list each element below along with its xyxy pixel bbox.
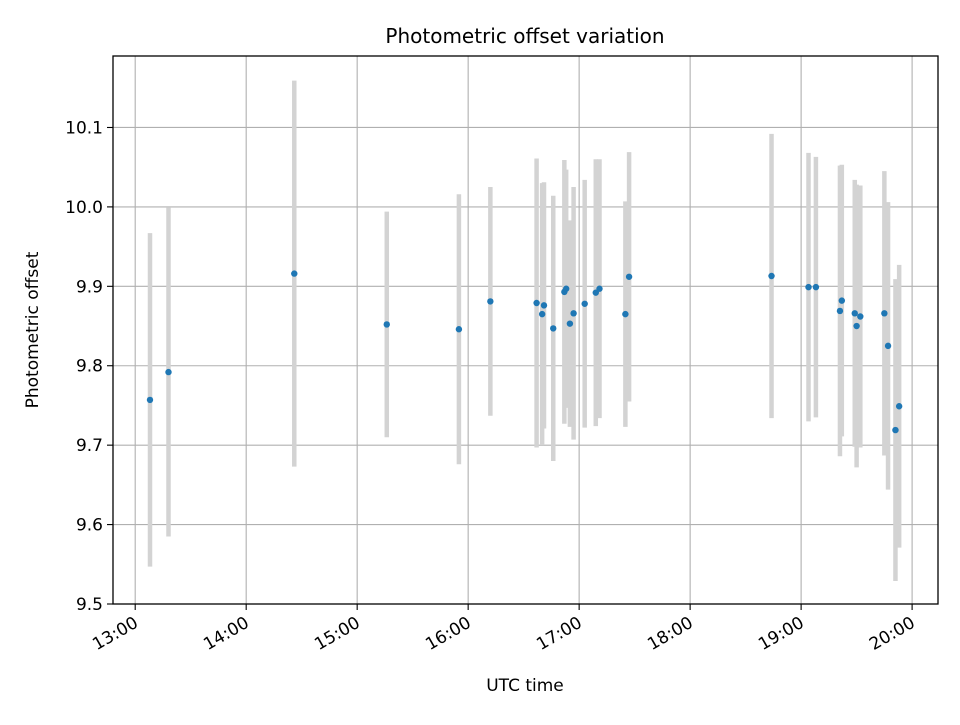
data-point [853,322,860,330]
data-point [291,270,298,277]
data-point [570,310,577,317]
data-point [622,310,629,318]
data-point [857,313,864,320]
data-point [562,285,570,292]
data-point [851,310,858,317]
chart-title: Photometric offset variation [385,24,664,48]
data-point [533,299,540,307]
plot-frame [112,55,939,605]
y-tick-label: 9.7 [76,436,103,456]
y-tick-label: 9.8 [76,357,103,377]
y-axis-label: Photometric offset [23,251,43,408]
data-point [884,342,892,350]
data-point [836,307,844,315]
data-point [540,302,548,309]
y-tick-label: 10.1 [65,118,103,138]
data-point [768,272,775,280]
data-point [455,326,463,333]
data-point [838,297,846,304]
data-point [895,403,903,410]
y-tick-label: 10.0 [65,198,103,218]
y-tick-label: 9.6 [76,516,103,536]
x-axis-label: UTC time [486,676,564,696]
data-point [881,310,888,317]
data-point [566,320,574,327]
data-point [596,285,603,292]
data-point [892,426,899,434]
data-point [581,300,588,307]
y-tick-label: 9.5 [76,595,103,615]
data-point [625,273,633,280]
data-points [146,270,903,434]
y-tick-label: 9.9 [76,277,103,297]
data-point [812,283,820,291]
data-point [487,298,494,305]
data-point [146,396,154,404]
data-point [805,283,812,291]
data-point [165,368,172,376]
data-point [550,325,557,332]
data-point [538,310,546,318]
data-point [383,321,390,328]
